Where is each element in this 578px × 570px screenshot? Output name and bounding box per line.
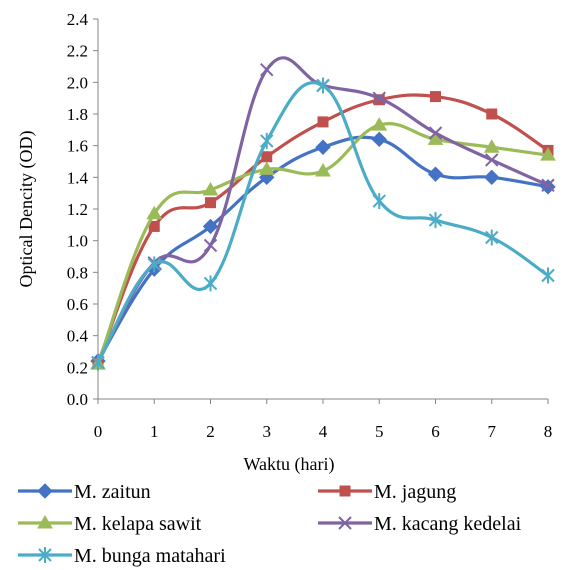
series-line	[96, 81, 549, 364]
x-tick-label: 6	[431, 422, 440, 441]
legend-label: M. jagung	[374, 481, 456, 503]
data-point	[315, 139, 331, 155]
data-point	[260, 132, 274, 149]
y-tick-label: 1.8	[67, 105, 88, 124]
y-tick-label: 0.2	[67, 358, 88, 377]
x-tick-label: 0	[94, 422, 103, 441]
data-point	[428, 212, 443, 229]
x-tick-label: 4	[319, 422, 328, 441]
legend: M. zaitun M. jagung M. kelapa sawit M. kaca…	[18, 481, 522, 567]
data-point	[146, 205, 163, 220]
series-m-kacang-kedelai	[91, 56, 555, 370]
data-point	[427, 166, 444, 182]
series-line	[96, 93, 549, 364]
data-point	[483, 139, 500, 153]
data-point	[315, 163, 331, 177]
data-point	[371, 117, 388, 131]
data-point	[317, 116, 329, 128]
data-point	[339, 485, 351, 497]
y-tick-label: 0.4	[67, 327, 89, 346]
y-tick-label: 2.4	[67, 10, 89, 29]
data-point	[541, 267, 555, 284]
y-tick-label: 1.0	[67, 232, 88, 251]
data-point	[148, 220, 160, 232]
data-point	[338, 516, 352, 530]
data-point	[372, 193, 386, 210]
data-point	[261, 151, 273, 163]
data-point	[147, 256, 161, 273]
y-tick-label: 2.2	[67, 42, 88, 61]
data-point	[372, 91, 386, 105]
data-point	[202, 218, 219, 235]
data-point	[485, 229, 499, 246]
data-point	[37, 515, 53, 529]
data-point	[260, 62, 274, 77]
x-tick-label: 8	[544, 422, 553, 441]
data-point	[38, 547, 52, 563]
y-tick-label: 0.0	[67, 390, 88, 409]
series-m-jagung	[92, 91, 554, 369]
ticks: 0.0 0.2 0.4 0.6 0.8 1.0 1.2 1.4 1.6 1.8 2.0 2.2 2.4 0…	[67, 10, 553, 441]
x-tick-label: 1	[150, 422, 159, 441]
data-point	[205, 197, 216, 209]
y-tick-label: 0.8	[67, 263, 88, 282]
data-point	[428, 126, 443, 140]
data-point	[371, 131, 387, 148]
data-point	[427, 131, 444, 145]
data-point	[91, 354, 105, 371]
series-lines	[90, 56, 556, 371]
data-point	[541, 178, 555, 192]
x-tick-label: 3	[263, 422, 272, 441]
series-m-bunga-matahari	[91, 77, 555, 371]
data-point	[37, 483, 53, 499]
data-point	[540, 147, 556, 161]
legend-label: M. kelapa sawit	[74, 513, 202, 535]
legend-item: M. zaitun	[18, 481, 151, 503]
x-tick-label: 7	[488, 422, 497, 441]
series-line	[96, 56, 549, 364]
legend-item: M. kelapa sawit	[18, 513, 202, 535]
data-point	[203, 275, 218, 292]
y-tick-label: 0.6	[67, 295, 88, 314]
x-tick-label: 2	[206, 422, 215, 441]
series-line	[96, 122, 549, 365]
axes: Optical Dencity (OD) Waktu (hari)	[16, 19, 548, 475]
legend-item: M. kacang kedelai	[318, 513, 522, 535]
legend-label: M. bunga matahari	[74, 545, 226, 567]
legend-item: M. bunga matahari	[18, 545, 226, 567]
x-tick-label: 5	[375, 422, 384, 441]
data-point	[484, 169, 500, 186]
data-point	[486, 108, 498, 120]
data-point	[485, 153, 499, 167]
data-point	[202, 182, 219, 196]
legend-label: M. kacang kedelai	[374, 513, 522, 535]
data-point	[203, 238, 218, 253]
y-tick-label: 2.0	[67, 73, 88, 92]
data-point	[316, 77, 330, 94]
y-tick-label: 1.6	[67, 137, 88, 156]
y-tick-label: 1.2	[67, 200, 88, 219]
y-tick-label: 1.4	[67, 168, 89, 187]
legend-item: M. jagung	[318, 481, 456, 503]
y-axis-title: Optical Dencity (OD)	[16, 131, 37, 288]
series-m-kelapa-sawit	[90, 117, 556, 370]
legend-label: M. zaitun	[74, 481, 151, 503]
x-axis-title: Waktu (hari)	[243, 454, 334, 475]
data-point	[258, 161, 275, 175]
data-point	[430, 91, 441, 103]
